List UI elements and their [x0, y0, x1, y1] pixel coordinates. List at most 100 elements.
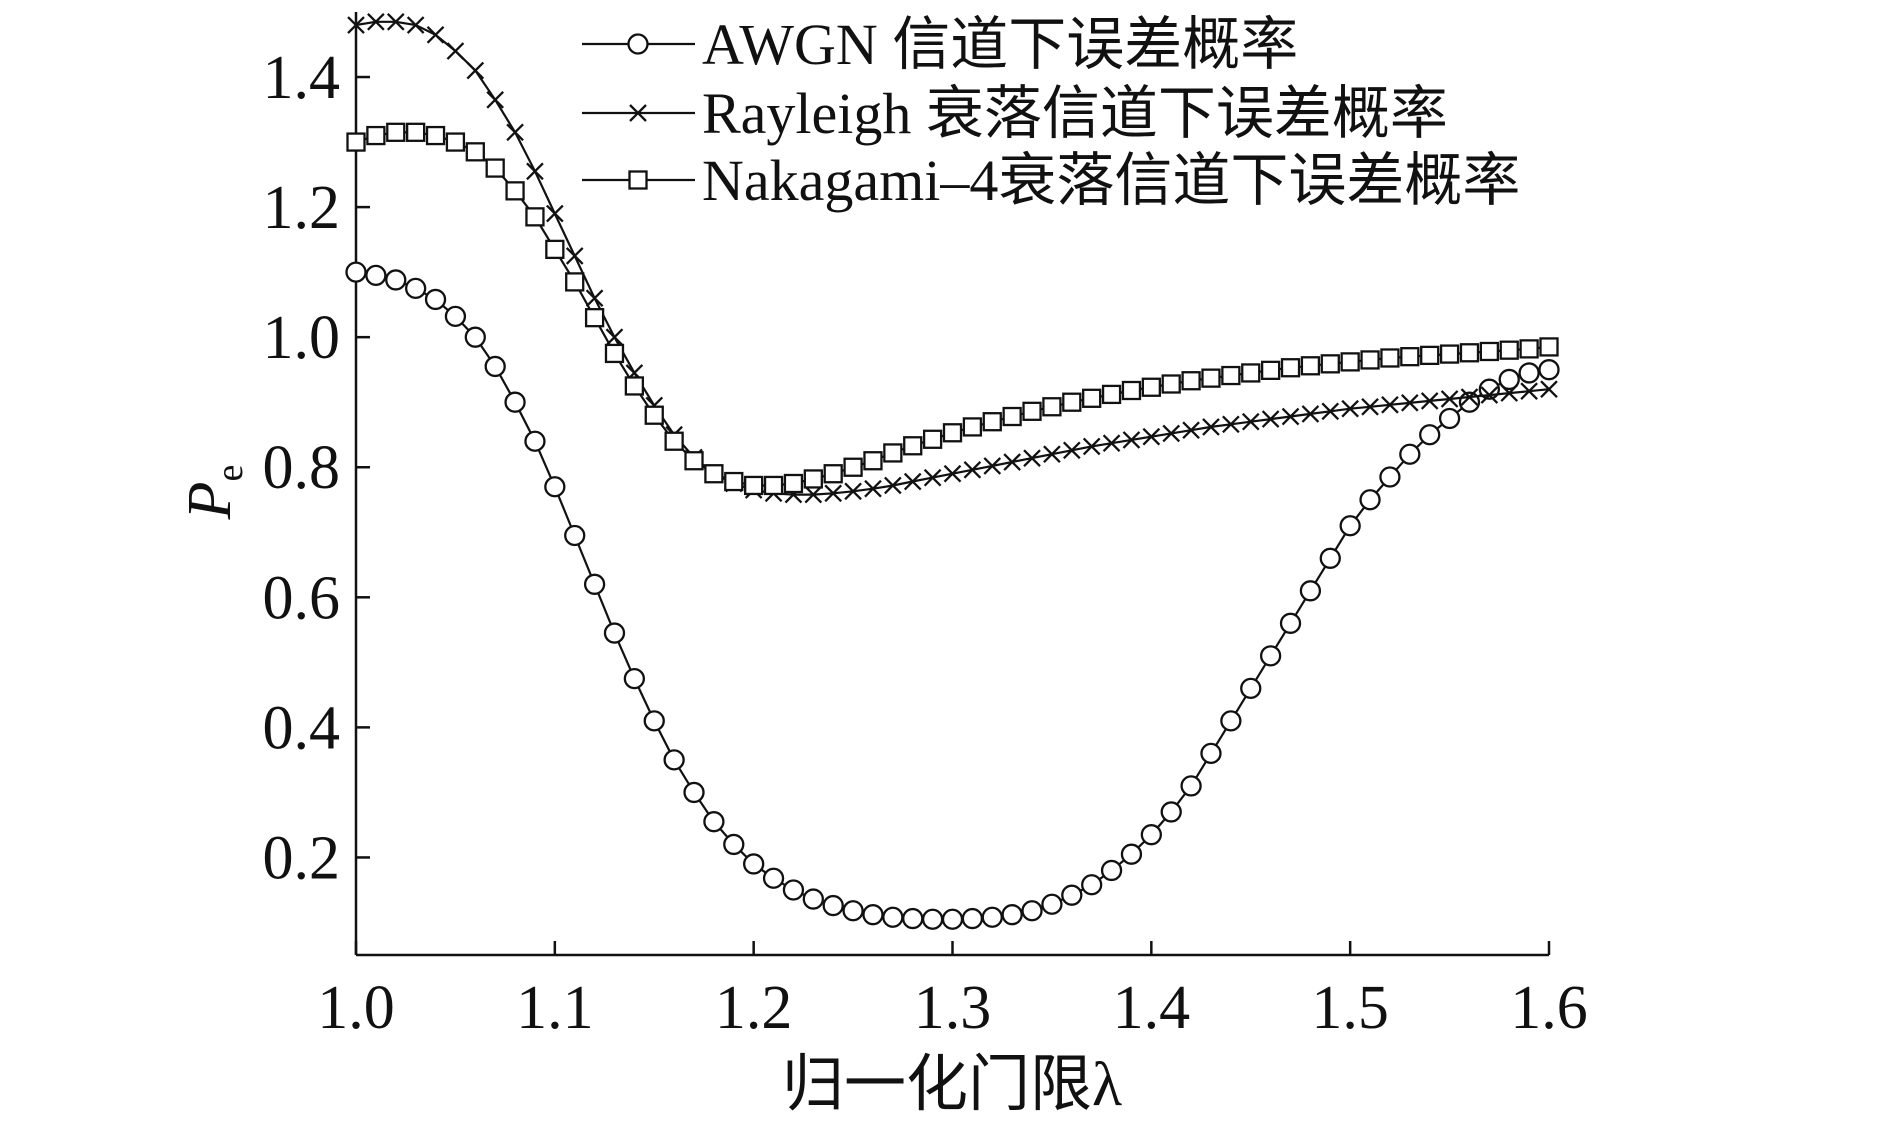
data-point-x [1540, 380, 1558, 399]
data-point-square [1420, 345, 1440, 366]
data-point-circle [544, 476, 566, 498]
data-point-square [1539, 337, 1559, 357]
data-point-circle [345, 261, 367, 283]
data-point-square [1082, 388, 1102, 408]
data-point-square [584, 308, 605, 328]
data-point-x [1043, 445, 1061, 464]
data-point-x [367, 12, 385, 31]
data-point-x-stroke [903, 472, 922, 491]
data-point-square [1101, 384, 1122, 405]
data-point-x [1281, 407, 1300, 426]
data-point-circle [762, 867, 785, 889]
data-point-circle [365, 264, 387, 287]
data-point-square [1459, 343, 1480, 363]
series-circle [345, 261, 1560, 930]
legend-marker-x [629, 104, 647, 122]
data-point-square [405, 122, 426, 142]
data-point-circle [1180, 775, 1202, 797]
legend-entry-square: Nakagami–4衰落信道下误差概率 [582, 148, 1520, 213]
data-point-square [1439, 344, 1460, 364]
data-point-square [1380, 348, 1400, 368]
data-point-circle [1160, 801, 1182, 823]
data-point-x [406, 16, 425, 34]
data-point-circle [1120, 843, 1143, 865]
data-point-x [1102, 434, 1121, 452]
data-point-square [1519, 339, 1539, 359]
data-point-circle [1498, 368, 1520, 391]
data-point-circle [1061, 884, 1083, 906]
data-point-x [1241, 412, 1260, 431]
data-point-circle [663, 749, 685, 771]
data-point-circle [385, 269, 407, 291]
data-point-square [783, 473, 804, 494]
data-point-x-stroke [1321, 402, 1340, 421]
data-point-square [803, 469, 823, 489]
data-point-square [724, 471, 744, 492]
data-point-square [505, 181, 525, 201]
data-point-circle [1081, 874, 1103, 896]
data-point-circle [902, 907, 924, 930]
legend-label: Nakagami–4衰落信道下误差概率 [702, 148, 1520, 213]
data-point-circle [1200, 742, 1222, 765]
data-point-x-stroke [1043, 445, 1061, 464]
data-point-x-stroke [1222, 415, 1240, 434]
data-point-circle [603, 622, 626, 644]
data-point-x [1520, 382, 1538, 400]
data-point-circle [1419, 424, 1441, 446]
data-point-x [1361, 397, 1379, 416]
data-point-circle [1021, 900, 1043, 922]
data-point-circle [921, 908, 944, 930]
data-point-x-stroke [585, 289, 604, 307]
data-point-circle [504, 391, 526, 413]
legend-entry-circle: AWGN 信道下误差概率 [582, 12, 1298, 77]
data-point-square [1300, 356, 1321, 376]
data-point-x [1003, 453, 1021, 471]
data-point-x [983, 457, 1002, 475]
legend-entry-x: Rayleigh 衰落信道下误差概率 [582, 81, 1448, 146]
series-square [346, 122, 1559, 496]
data-point-x [824, 484, 843, 503]
data-point-square [1280, 358, 1301, 378]
data-point-x-stroke [884, 476, 902, 495]
y-axis-label-group: Pe [176, 465, 251, 521]
y-tick-label: 0.8 [263, 434, 341, 502]
data-point-circle [802, 888, 824, 910]
data-point-x [1381, 395, 1399, 414]
data-point-square [1340, 352, 1360, 372]
data-point-x-stroke [347, 16, 365, 34]
data-point-circle [683, 781, 705, 804]
data-point-circle [882, 906, 904, 928]
data-point-square [863, 451, 883, 471]
x-tick-label: 1.2 [715, 974, 793, 1042]
data-point-x-stroke [367, 12, 385, 31]
data-point-square [684, 451, 704, 471]
data-point-x [864, 479, 882, 498]
data-point-circle [404, 277, 427, 300]
data-point-x [585, 289, 604, 307]
data-point-x-stroke [804, 485, 823, 504]
data-point-x [844, 482, 862, 501]
data-point-circle [1339, 515, 1361, 537]
data-point-x-stroke [844, 482, 862, 501]
data-point-square [1161, 374, 1181, 394]
data-point-x-stroke [406, 16, 425, 34]
data-point-x [963, 461, 982, 479]
data-point-x-stroke [1420, 392, 1439, 410]
data-point-circle [564, 524, 586, 547]
y-tick-label: 1.0 [263, 304, 341, 372]
data-point-x [426, 25, 445, 44]
x-tick-label: 1.6 [1510, 974, 1588, 1042]
data-point-square [1241, 363, 1261, 383]
y-tick-label: 0.6 [263, 564, 341, 632]
data-point-x [386, 12, 405, 31]
data-point-x [1062, 441, 1081, 460]
legend-label: Rayleigh 衰落信道下误差概率 [702, 81, 1448, 146]
data-point-x-stroke [486, 90, 504, 109]
data-point-circle [1299, 580, 1322, 602]
data-point-x-stroke [1182, 421, 1200, 439]
legend-label: AWGN 信道下误差概率 [702, 12, 1298, 77]
data-point-square [386, 122, 406, 142]
data-point-x [1460, 388, 1479, 406]
